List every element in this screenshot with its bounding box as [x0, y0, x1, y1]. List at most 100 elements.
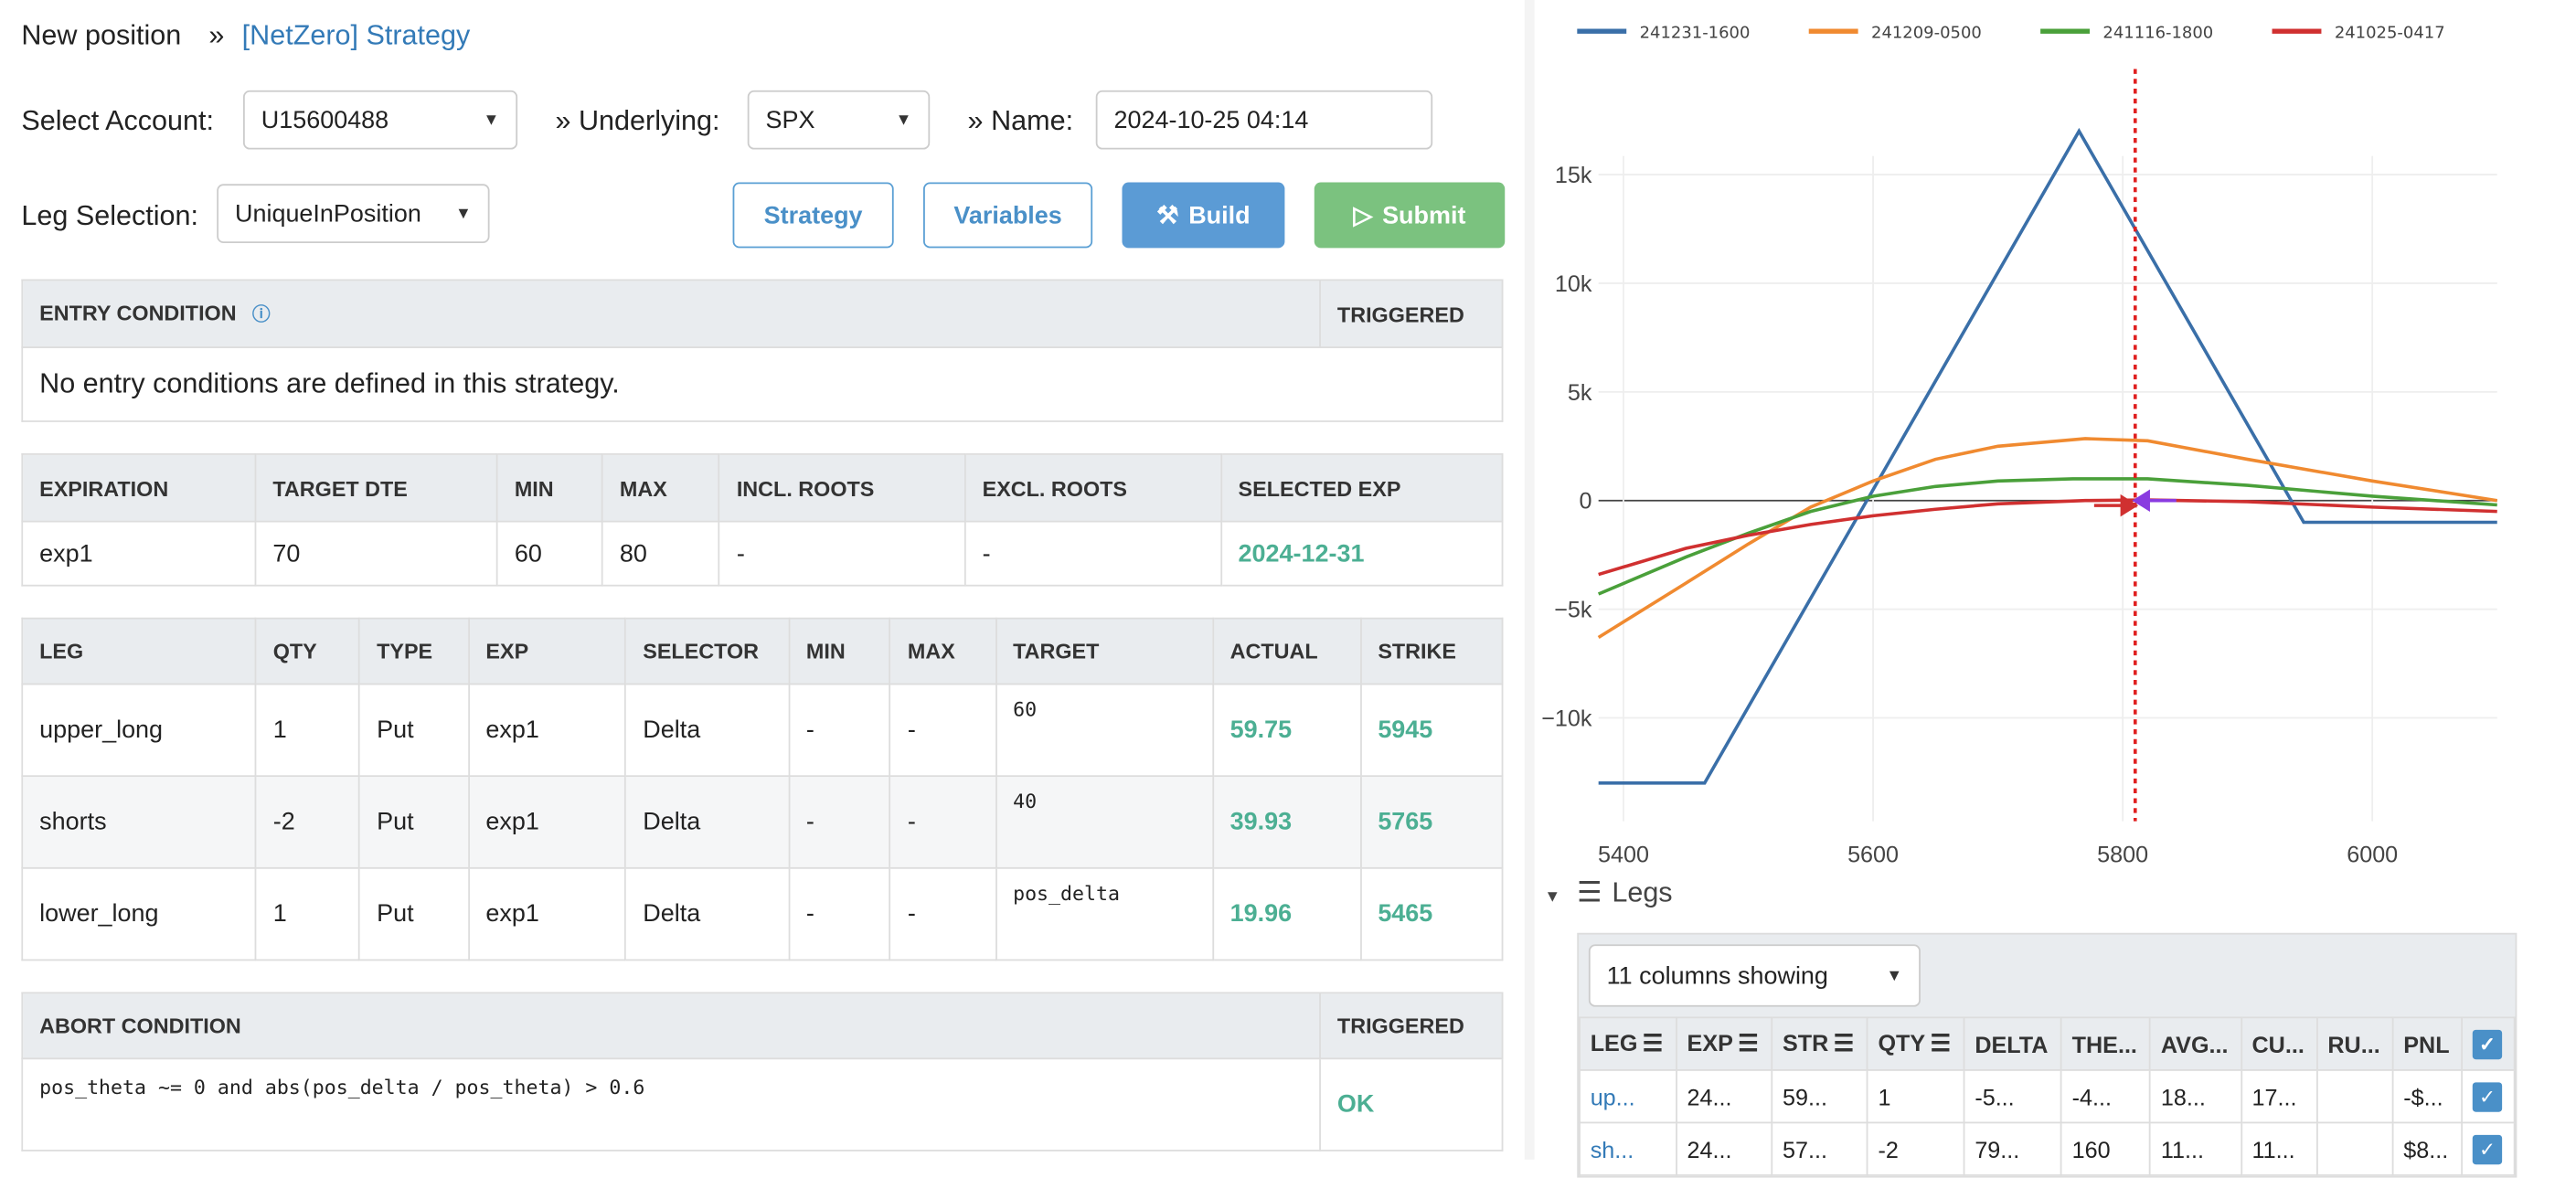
name-label-text: Name:: [991, 105, 1074, 137]
exp-col-header: MAX: [601, 453, 720, 523]
legs-col-header: MAX: [889, 617, 997, 685]
grid-col-label: QTY: [1878, 1029, 1926, 1056]
exp-col-header: EXPIRATION: [21, 453, 257, 523]
leg-cell: -: [788, 775, 891, 869]
row-checkbox[interactable]: ✓: [2461, 1068, 2516, 1124]
row-checkbox[interactable]: ✓: [2461, 1121, 2516, 1176]
variables-button[interactable]: Variables: [923, 182, 1093, 249]
grid-col-header[interactable]: AVG...: [2149, 1016, 2242, 1071]
leg-selection-value: UniqueInPosition: [234, 199, 421, 228]
grid-cell: 11...: [2149, 1121, 2242, 1176]
grid-cell: [2315, 1068, 2394, 1124]
grid-col-header[interactable]: RU...: [2315, 1016, 2394, 1071]
underlying-select[interactable]: SPX ▼: [747, 90, 931, 150]
table-row: upper_long 1 Put exp1 Delta - -60 59.75 5945: [21, 683, 1504, 778]
y-tick-label: 10k: [1555, 271, 1592, 297]
grid-cell: 24...: [1675, 1068, 1773, 1124]
legend-label[interactable]: 241209-0500: [1871, 23, 1982, 42]
underlying-label: » Underlying:: [555, 105, 719, 138]
abort-triggered-header: TRIGGERED: [1319, 992, 1504, 1060]
leg-cell: -: [889, 683, 997, 778]
strategy-button[interactable]: Strategy: [732, 182, 894, 249]
build-label: Build: [1188, 201, 1251, 229]
exp-col-header: TARGET DTE: [254, 453, 498, 523]
grid-col-label: EXP: [1687, 1029, 1733, 1056]
name-label: » Name:: [968, 105, 1074, 138]
series-line-241231-1600[interactable]: [1598, 127, 2497, 785]
name-input[interactable]: 2024-10-25 04:14: [1095, 90, 1433, 150]
legend-label[interactable]: 241116-1800: [2102, 23, 2213, 42]
chevron-down-icon: ▼: [895, 111, 912, 130]
info-icon[interactable]: ⓘ: [251, 305, 271, 325]
collapse-triangle-icon[interactable]: ▼: [1544, 888, 1561, 907]
leg-cell: -2: [254, 775, 361, 869]
legs-section-header[interactable]: ▼ ☰ Legs: [1544, 877, 1672, 910]
exp-cell: 60: [496, 520, 603, 587]
leg-cell: -: [788, 683, 891, 778]
legs-col-header: ACTUAL: [1211, 617, 1362, 685]
abort-status: OK: [1319, 1057, 1504, 1151]
arrow-left-icon: [2132, 489, 2177, 512]
submit-button[interactable]: ▷ Submit: [1314, 182, 1506, 249]
series-line-241116-1800[interactable]: [1597, 477, 2497, 596]
leg-cell: Put: [358, 775, 470, 869]
series-line-241025-0417[interactable]: [1598, 498, 2497, 577]
abort-condition-table: ABORT CONDITION TRIGGERED pos_theta ~= 0 …: [21, 992, 1504, 1151]
y-tick-label: 5k: [1568, 380, 1592, 406]
check-icon: ✓: [2472, 1081, 2503, 1111]
grid-col-header[interactable]: THE...: [2060, 1016, 2152, 1071]
grid-cell[interactable]: up...: [1579, 1068, 1677, 1124]
leg-cell: -: [889, 775, 997, 869]
grid-col-header[interactable]: STR ☰: [1771, 1016, 1868, 1071]
leg-cell: 39.93: [1211, 775, 1362, 869]
grid-col-header[interactable]: EXP ☰: [1675, 1016, 1773, 1071]
legs-col-header: SELECTOR: [624, 617, 790, 685]
legs-col-header: STRIKE: [1359, 617, 1504, 685]
y-tick-label: −5k: [1554, 598, 1592, 623]
exp-cell: exp1: [21, 520, 257, 587]
leg-cell: Put: [358, 866, 470, 961]
name-value: 2024-10-25 04:14: [1113, 105, 1309, 134]
grid-col-header[interactable]: QTY ☰: [1866, 1016, 1965, 1071]
leg-cell: pos_delta: [995, 866, 1214, 961]
series-line-241209-0500[interactable]: [1597, 437, 2498, 640]
build-button[interactable]: ⚒ Build: [1122, 182, 1285, 249]
check-icon: ✓: [2472, 1133, 2503, 1164]
grid-col-label: DELTA: [1975, 1030, 2049, 1057]
account-value: U15600488: [261, 105, 389, 134]
filter-icon[interactable]: ☰: [1833, 1029, 1855, 1056]
y-tick-label: 0: [1579, 489, 1591, 515]
panel-divider[interactable]: [1524, 0, 1535, 1160]
leg-selection-select[interactable]: UniqueInPosition ▼: [217, 184, 490, 243]
y-tick-label: −10k: [1541, 706, 1592, 732]
legend-label[interactable]: 241231-1600: [1640, 23, 1751, 42]
grid-col-label: PNL: [2403, 1030, 2450, 1057]
columns-select[interactable]: 11 columns showing ▼: [1588, 944, 1921, 1007]
grid-col-header[interactable]: DELTA: [1963, 1016, 2062, 1071]
filter-icon[interactable]: ☰: [1738, 1029, 1759, 1056]
arrow-right-icon: [2093, 493, 2139, 517]
legend-label[interactable]: 241025-0417: [2335, 23, 2445, 42]
entry-header-text: ENTRY CONDITION: [39, 300, 237, 325]
tools-icon: ⚒: [1156, 202, 1179, 230]
select-all-checkbox[interactable]: ✓: [2461, 1016, 2516, 1071]
payoff-chart[interactable]: 15k 10k 5k 0 −5k −10k 5400 5600 5800 6000 241231-1…: [1536, 0, 2576, 879]
strategy-link[interactable]: [NetZero] Strategy: [241, 19, 471, 51]
table-row[interactable]: up... 24... 59... 1 -5... -4... 18... 17... -$..…: [1579, 1068, 2516, 1124]
table-row: lower_long 1 Put exp1 Delta - - pos_delta 19.96 5…: [21, 866, 1504, 961]
filter-icon[interactable]: ☰: [1930, 1029, 1952, 1056]
grid-col-header[interactable]: LEG ☰: [1579, 1016, 1677, 1071]
page-header: New position » [NetZero] Strategy: [21, 20, 470, 53]
grid-col-header[interactable]: PNL: [2391, 1016, 2464, 1071]
leg-cell: 1: [254, 683, 361, 778]
grid-cell[interactable]: sh...: [1579, 1121, 1677, 1176]
breadcrumb-sep: »: [208, 19, 225, 51]
filter-icon[interactable]: ☰: [1642, 1029, 1664, 1056]
legs-col-header: LEG: [21, 617, 257, 685]
table-row[interactable]: sh... 24... 57... -2 79... 160 11... 11... $8...…: [1579, 1121, 2516, 1176]
grid-col-header[interactable]: CU...: [2240, 1016, 2318, 1071]
grid-cell: 59...: [1771, 1068, 1868, 1124]
account-select[interactable]: U15600488 ▼: [242, 90, 518, 150]
grid-cell: 17...: [2240, 1068, 2318, 1124]
leg-cell: exp1: [467, 683, 627, 778]
